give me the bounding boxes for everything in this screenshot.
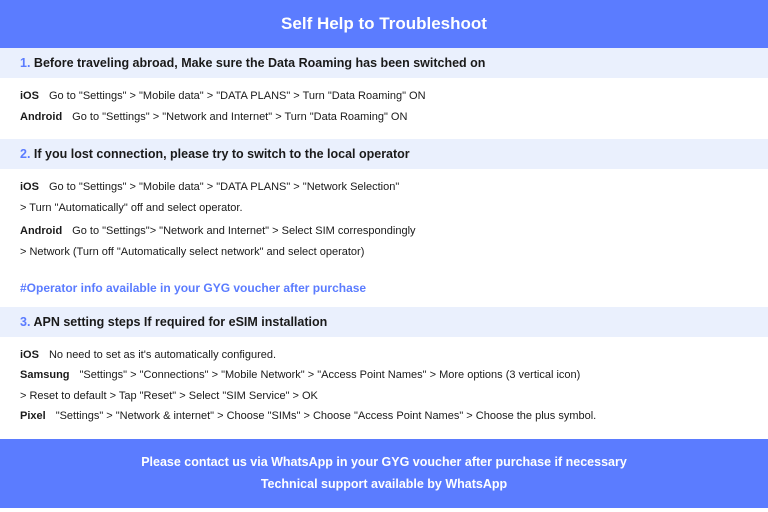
section-3-num: 3. xyxy=(20,315,30,329)
instruction-text: Go to "Settings"> "Network and Internet"… xyxy=(72,225,415,237)
operator-note: #Operator info available in your GYG vou… xyxy=(0,275,768,307)
section-1-body: iOS Go to "Settings" > "Mobile data" > "D… xyxy=(0,78,768,139)
section-1-title: 1. Before traveling abroad, Make sure th… xyxy=(0,48,768,78)
platform-label: Android xyxy=(20,109,62,127)
instruction-row: Pixel "Settings" > "Network & internet" >… xyxy=(20,408,748,426)
section-1-rest: Make sure the Data Roaming has been swit… xyxy=(178,56,486,70)
section-2-bold: If you lost connection, please try to sw… xyxy=(34,147,410,161)
section-2-title: 2. If you lost connection, please try to… xyxy=(0,139,768,169)
section-1-bold: Before traveling abroad, xyxy=(34,56,178,70)
instruction-row: iOS Go to "Settings" > "Mobile data" > "D… xyxy=(20,88,748,106)
section-2-body: iOS Go to "Settings" > "Mobile data" > "D… xyxy=(0,169,768,274)
instruction-text: Go to "Settings" > "Network and Internet… xyxy=(72,111,407,123)
platform-label: Android xyxy=(20,223,62,241)
instruction-row: > Network (Turn off "Automatically selec… xyxy=(20,244,748,262)
page-header: Self Help to Troubleshoot xyxy=(0,0,768,48)
instruction-text: > Network (Turn off "Automatically selec… xyxy=(20,246,364,258)
instruction-text: > Reset to default > Tap "Reset" > Selec… xyxy=(20,390,318,402)
instruction-row: > Turn "Automatically" off and select op… xyxy=(20,200,748,218)
instruction-row: Android Go to "Settings" > "Network and I… xyxy=(20,109,748,127)
instruction-text: "Settings" > "Connections" > "Mobile Net… xyxy=(80,369,581,381)
page-title: Self Help to Troubleshoot xyxy=(281,14,487,33)
instruction-row: > Reset to default > Tap "Reset" > Selec… xyxy=(20,388,748,406)
instruction-row: iOS Go to "Settings" > "Mobile data" > "D… xyxy=(20,179,748,197)
platform-label: Samsung xyxy=(20,367,70,385)
footer-line-1: Please contact us via WhatsApp in your G… xyxy=(0,451,768,474)
instruction-row: iOS No need to set as it's automatically … xyxy=(20,347,748,365)
footer-line-2: Technical support available by WhatsApp xyxy=(0,473,768,496)
instruction-row: Samsung "Settings" > "Connections" > "Mob… xyxy=(20,367,748,385)
platform-label: iOS xyxy=(20,347,39,365)
platform-label: Pixel xyxy=(20,408,46,426)
instruction-text: Go to "Settings" > "Mobile data" > "DATA… xyxy=(49,181,399,193)
platform-label: iOS xyxy=(20,179,39,197)
instruction-row: Android Go to "Settings"> "Network and In… xyxy=(20,223,748,241)
instruction-text: "Settings" > "Network & internet" > Choo… xyxy=(56,410,597,422)
section-2-num: 2. xyxy=(20,147,30,161)
page-footer: Please contact us via WhatsApp in your G… xyxy=(0,439,768,508)
section-3-body: iOS No need to set as it's automatically … xyxy=(0,337,768,439)
instruction-text: > Turn "Automatically" off and select op… xyxy=(20,202,243,214)
section-3-bold: APN setting steps If required for eSIM i… xyxy=(33,315,327,329)
instruction-text: Go to "Settings" > "Mobile data" > "DATA… xyxy=(49,90,426,102)
instruction-text: No need to set as it's automatically con… xyxy=(49,349,276,361)
section-3-title: 3. APN setting steps If required for eSI… xyxy=(0,307,768,337)
content-area: 1. Before traveling abroad, Make sure th… xyxy=(0,48,768,439)
section-1-num: 1. xyxy=(20,56,30,70)
platform-label: iOS xyxy=(20,88,39,106)
